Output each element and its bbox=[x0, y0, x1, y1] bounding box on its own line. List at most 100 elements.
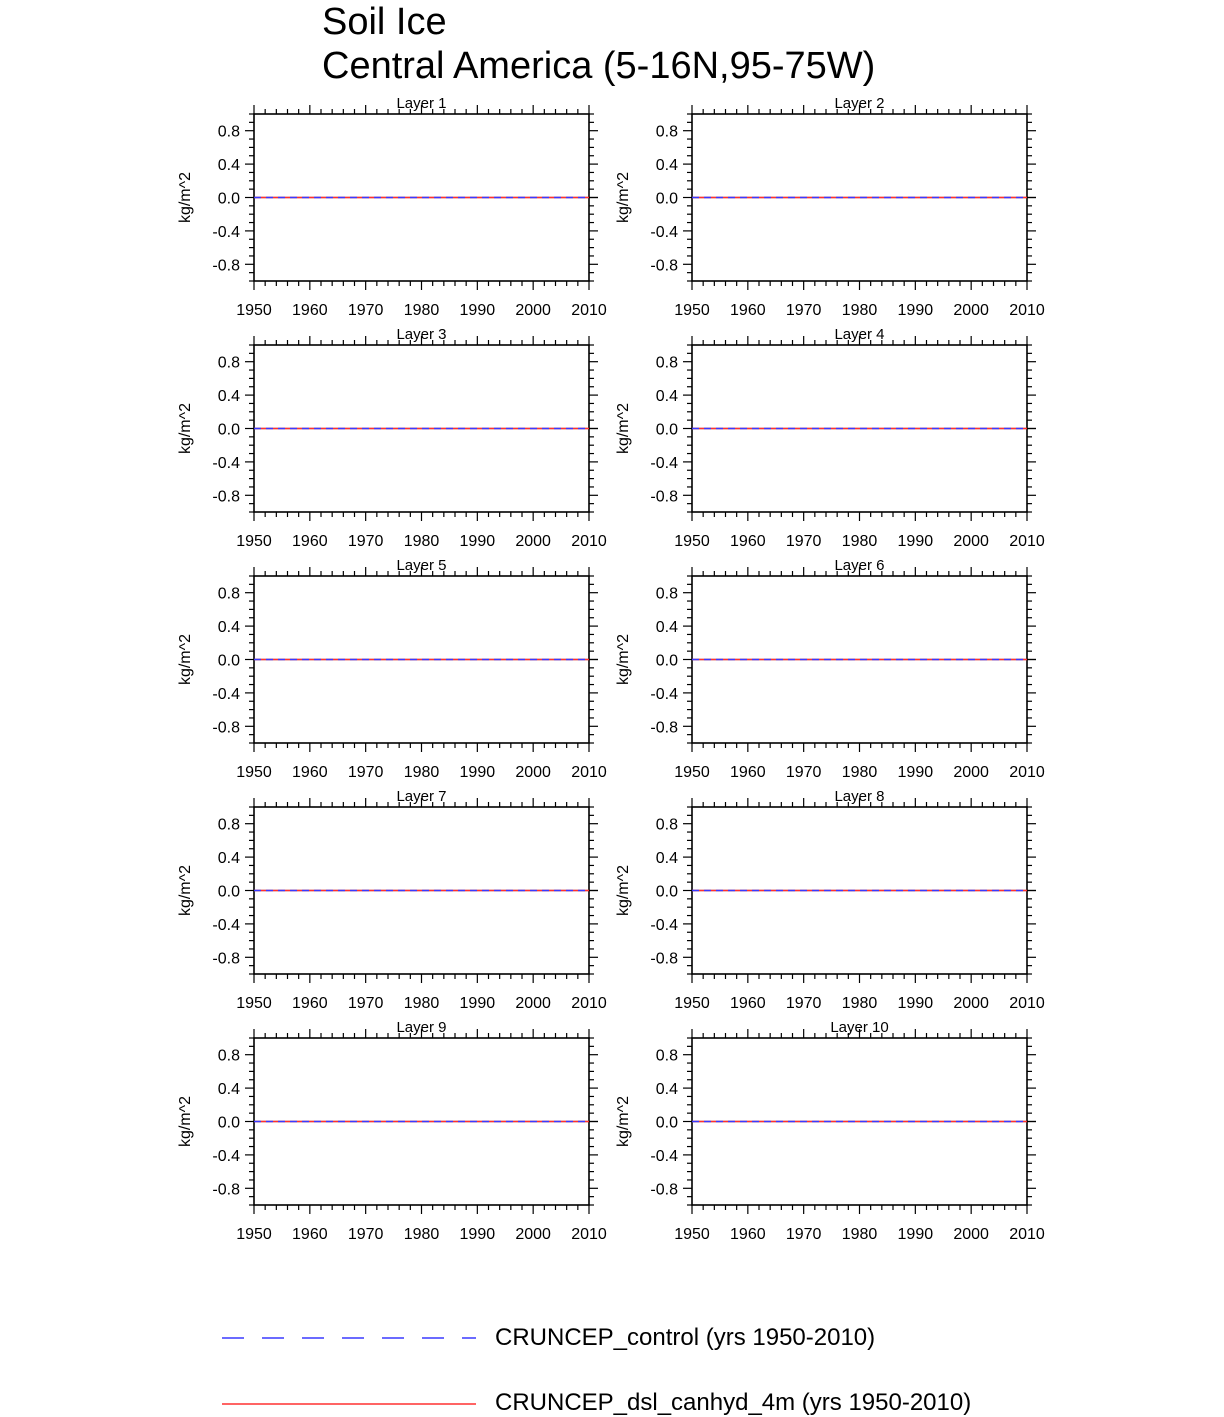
panel-title: Layer 5 bbox=[396, 557, 446, 574]
x-tick-label: 2000 bbox=[953, 533, 989, 550]
y-tick-label: 0.8 bbox=[656, 586, 678, 603]
x-tick-label: 2000 bbox=[515, 995, 551, 1012]
x-tick-label: 2000 bbox=[953, 764, 989, 781]
panel-layer-10: Layer 10 1950 1960 1970 1980 1990 2000 2010 0.8 0… bbox=[615, 1019, 1045, 1243]
panel-title: Layer 9 bbox=[396, 1019, 446, 1036]
x-tick-label: 1980 bbox=[404, 302, 440, 319]
panel-layer-8: Layer 8 1950 1960 1970 1980 1990 2000 2010 0.8 0.… bbox=[615, 788, 1045, 1012]
x-tick-label: 1980 bbox=[842, 995, 878, 1012]
x-tick-label: 1960 bbox=[292, 764, 328, 781]
x-tick-label: 2010 bbox=[571, 995, 607, 1012]
x-tick-label: 2000 bbox=[515, 764, 551, 781]
y-tick-label: 0.8 bbox=[656, 124, 678, 141]
panel-layer-5: Layer 5 1950 1960 1970 1980 1990 2000 2010 0.8 0.… bbox=[177, 557, 607, 781]
panel-title: Layer 4 bbox=[834, 326, 884, 343]
x-tick-label: 1970 bbox=[786, 533, 822, 550]
x-tick-label: 1960 bbox=[292, 995, 328, 1012]
x-tick-label: 1960 bbox=[730, 302, 766, 319]
panel-title: Layer 10 bbox=[830, 1019, 888, 1036]
y-tick-label: 0.0 bbox=[218, 653, 240, 670]
x-tick-label: 1990 bbox=[460, 533, 496, 550]
y-tick-label: -0.8 bbox=[212, 1181, 240, 1198]
y-tick-label: 0.0 bbox=[656, 884, 678, 901]
y-tick-label: -0.4 bbox=[212, 1148, 240, 1165]
legend-label-dsl: CRUNCEP_dsl_canhyd_4m (yrs 1950-2010) bbox=[495, 1389, 972, 1416]
y-tick-label: 0.4 bbox=[656, 157, 678, 174]
y-axis-label: kg/m^2 bbox=[177, 634, 194, 685]
y-tick-label: -0.8 bbox=[650, 950, 678, 967]
x-tick-label: 2010 bbox=[1009, 1226, 1045, 1243]
x-tick-label: 1950 bbox=[674, 1226, 710, 1243]
y-tick-label: 0.8 bbox=[218, 124, 240, 141]
x-tick-label: 1970 bbox=[786, 1226, 822, 1243]
x-tick-label: 1980 bbox=[842, 533, 878, 550]
y-tick-label: 0.8 bbox=[656, 817, 678, 834]
y-tick-label: -0.4 bbox=[212, 455, 240, 472]
x-tick-label: 1950 bbox=[236, 995, 272, 1012]
panel-layer-3: Layer 3 1950 1960 1970 1980 1990 2000 2010 0.8 0.… bbox=[177, 326, 607, 550]
panel-layer-9: Layer 9 1950 1960 1970 1980 1990 2000 2010 0.8 0.… bbox=[177, 1019, 607, 1243]
x-tick-label: 1970 bbox=[348, 302, 384, 319]
y-tick-label: 0.4 bbox=[656, 850, 678, 867]
y-tick-label: 0.4 bbox=[656, 619, 678, 636]
x-tick-label: 1970 bbox=[348, 995, 384, 1012]
y-tick-label: -0.8 bbox=[650, 488, 678, 505]
y-tick-label: 0.0 bbox=[656, 422, 678, 439]
x-tick-label: 1990 bbox=[460, 764, 496, 781]
x-tick-label: 1990 bbox=[460, 1226, 496, 1243]
x-tick-label: 1950 bbox=[674, 302, 710, 319]
y-tick-label: -0.4 bbox=[212, 686, 240, 703]
panel-layer-7: Layer 7 1950 1960 1970 1980 1990 2000 2010 0.8 0.… bbox=[177, 788, 607, 1012]
y-axis-label: kg/m^2 bbox=[615, 1096, 632, 1147]
x-tick-label: 1990 bbox=[460, 302, 496, 319]
y-tick-label: 0.4 bbox=[218, 850, 240, 867]
x-tick-label: 1990 bbox=[898, 1226, 934, 1243]
x-tick-label: 1970 bbox=[348, 764, 384, 781]
x-tick-label: 1950 bbox=[674, 995, 710, 1012]
panel-title: Layer 7 bbox=[396, 788, 446, 805]
x-tick-label: 1960 bbox=[730, 533, 766, 550]
y-axis-label: kg/m^2 bbox=[615, 403, 632, 454]
panel-layer-4: Layer 4 1950 1960 1970 1980 1990 2000 2010 0.8 0.… bbox=[615, 326, 1045, 550]
chart-subtitle: Central America (5-16N,95-75W) bbox=[322, 45, 876, 87]
x-tick-label: 1950 bbox=[236, 533, 272, 550]
y-tick-label: 0.4 bbox=[218, 388, 240, 405]
y-tick-label: -0.8 bbox=[212, 488, 240, 505]
x-tick-label: 1990 bbox=[460, 995, 496, 1012]
x-tick-label: 2010 bbox=[1009, 302, 1045, 319]
y-tick-label: 0.0 bbox=[218, 884, 240, 901]
x-tick-label: 1960 bbox=[730, 764, 766, 781]
x-tick-label: 1970 bbox=[786, 764, 822, 781]
y-axis-label: kg/m^2 bbox=[177, 1096, 194, 1147]
x-tick-label: 2000 bbox=[953, 1226, 989, 1243]
x-tick-label: 1990 bbox=[898, 995, 934, 1012]
y-tick-label: -0.4 bbox=[650, 455, 678, 472]
y-tick-label: 0.0 bbox=[218, 422, 240, 439]
x-tick-label: 1960 bbox=[292, 302, 328, 319]
x-tick-label: 2000 bbox=[515, 533, 551, 550]
y-axis-label: kg/m^2 bbox=[177, 403, 194, 454]
x-tick-label: 2010 bbox=[1009, 533, 1045, 550]
chart-title: Soil Ice bbox=[322, 1, 447, 43]
x-tick-label: 2010 bbox=[1009, 995, 1045, 1012]
x-tick-label: 2000 bbox=[953, 995, 989, 1012]
y-tick-label: -0.8 bbox=[650, 257, 678, 274]
y-tick-label: 0.8 bbox=[656, 355, 678, 372]
y-tick-label: -0.4 bbox=[650, 686, 678, 703]
x-tick-label: 1960 bbox=[730, 1226, 766, 1243]
y-tick-label: 0.4 bbox=[656, 1081, 678, 1098]
y-axis-label: kg/m^2 bbox=[615, 634, 632, 685]
x-tick-label: 1980 bbox=[842, 302, 878, 319]
x-tick-label: 2010 bbox=[571, 302, 607, 319]
panel-layer-1: Layer 1 1950 1960 1970 1980 1990 2000 2010 0.8 0.… bbox=[177, 95, 607, 319]
y-tick-label: 0.0 bbox=[218, 191, 240, 208]
x-tick-label: 1960 bbox=[292, 1226, 328, 1243]
y-tick-label: -0.8 bbox=[212, 257, 240, 274]
x-tick-label: 1980 bbox=[404, 1226, 440, 1243]
x-tick-label: 1990 bbox=[898, 302, 934, 319]
y-tick-label: 0.8 bbox=[656, 1048, 678, 1065]
panel-layer-2: Layer 2 1950 1960 1970 1980 1990 2000 2010 0.8 0.… bbox=[615, 95, 1045, 319]
y-tick-label: 0.4 bbox=[218, 1081, 240, 1098]
